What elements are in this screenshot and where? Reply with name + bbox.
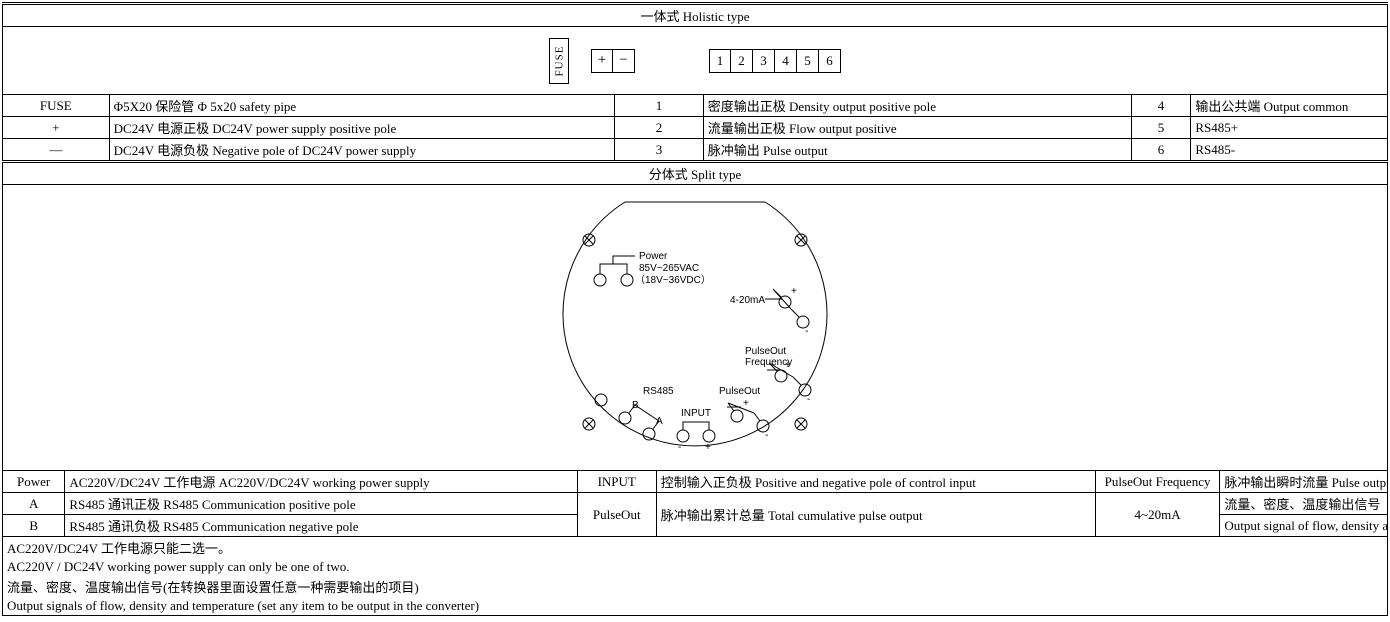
split-diagram-row: Power 85V~265VAC （18V~36VDC） 4-20mA + - (3, 185, 1388, 471)
terminal-numbers: 1 2 3 4 5 6 (709, 49, 841, 73)
cell-c4: 密度输出正极 Density output positive pole (703, 95, 1131, 117)
split-title: 分体式 Split type (3, 163, 1388, 185)
holistic-header-row: 一体式 Holistic type (3, 4, 1388, 27)
holistic-table: 一体式 Holistic type FUSE + − 1 2 3 4 5 6 (2, 2, 1388, 163)
svg-po-plus: + (743, 398, 749, 409)
cell-c6: 脉冲输出瞬时流量 Pulse output instantaneous flow (1220, 471, 1388, 493)
table-row: + DC24V 电源正极 DC24V power supply positive… (3, 117, 1388, 139)
cell-c2: Φ5X20 保险管 Φ 5x20 safety pipe (109, 95, 615, 117)
cell-c3: PulseOut (577, 493, 656, 537)
note-text: 流量、密度、温度输出信号(在转换器里面设置任意一种需要输出的项目) (3, 576, 1388, 597)
cell-c5: 4 (1131, 95, 1191, 117)
cell-c5: 4~20mA (1095, 493, 1220, 537)
svg-pf-plus: + (785, 360, 791, 371)
cell-c3: 1 (615, 95, 704, 117)
cell-c2: DC24V 电源正极 DC24V power supply positive p… (109, 117, 615, 139)
terminal-2: 2 (731, 49, 753, 73)
cell-c2: RS485 通讯正极 RS485 Communication positive … (65, 493, 577, 515)
polarity-box: + − (591, 49, 635, 73)
terminal-1: 1 (709, 49, 731, 73)
minus-terminal: − (613, 49, 635, 73)
table-row: FUSE Φ5X20 保险管 Φ 5x20 safety pipe 1 密度输出… (3, 95, 1388, 117)
holistic-diagram-row: FUSE + − 1 2 3 4 5 6 (3, 27, 1388, 95)
cell-c1: B (3, 515, 65, 537)
terminal-4: 4 (775, 49, 797, 73)
svg-rs485-a: A (656, 416, 663, 427)
note-text: Output signals of flow, density and temp… (3, 597, 1388, 616)
cell-c3: INPUT (577, 471, 656, 493)
terminal-5: 5 (797, 49, 819, 73)
cell-c1: FUSE (3, 95, 110, 117)
svg-ma-plus: + (791, 286, 797, 297)
cell-c4: 脉冲输出累计总量 Total cumulative pulse output (656, 493, 1095, 537)
cell-c5: PulseOut Frequency (1095, 471, 1220, 493)
split-header-row: 分体式 Split type (3, 163, 1388, 185)
cell-c4: 流量输出正极 Flow output positive (703, 117, 1131, 139)
holistic-diagram-cell: FUSE + − 1 2 3 4 5 6 (3, 27, 1388, 95)
fuse-label: FUSE (553, 45, 565, 76)
table-row: Power AC220V/DC24V 工作电源 AC220V/DC24V wor… (3, 471, 1388, 493)
svg-power-label: Power (639, 251, 668, 262)
svg-ma-minus: - (805, 326, 808, 337)
terminal-6: 6 (819, 49, 841, 73)
svg-ma-label: 4-20mA (730, 295, 765, 306)
note-row: AC220V / DC24V working power supply can … (3, 558, 1388, 576)
note-row: 流量、密度、温度输出信号(在转换器里面设置任意一种需要输出的项目) (3, 576, 1388, 597)
svg-input-label: INPUT (681, 408, 711, 419)
svg-po-minus: - (765, 430, 768, 441)
split-diagram-cell: Power 85V~265VAC （18V~36VDC） 4-20mA + - (3, 185, 1388, 471)
table-row: — DC24V 电源负极 Negative pole of DC24V powe… (3, 139, 1388, 162)
cell-c6: 输出公共端 Output common (1191, 95, 1388, 117)
svg-power-v1: 85V~265VAC (639, 263, 699, 274)
holistic-diagram: FUSE + − 1 2 3 4 5 6 (549, 38, 841, 84)
split-table: 分体式 Split type Power (2, 163, 1388, 616)
cell-c5: 5 (1131, 117, 1191, 139)
svg-pf-minus: - (807, 394, 810, 405)
note-text: AC220V / DC24V working power supply can … (3, 558, 1388, 576)
split-wiring-diagram: Power 85V~265VAC （18V~36VDC） 4-20mA + - (505, 190, 885, 466)
svg-rs485-b: B (632, 400, 639, 411)
cell-c2: AC220V/DC24V 工作电源 AC220V/DC24V working p… (65, 471, 577, 493)
cell-c1: — (3, 139, 110, 162)
plus-terminal: + (591, 49, 613, 73)
cell-c3: 2 (615, 117, 704, 139)
svg-rs485-label: RS485 (643, 386, 674, 397)
svg-input-plus: + (705, 442, 711, 453)
svg-input-minus: - (678, 442, 681, 453)
cell-c1: + (3, 117, 110, 139)
svg-power-v2: （18V~36VDC） (635, 274, 711, 286)
note-row: AC220V/DC24V 工作电源只能二选一。 (3, 537, 1388, 559)
cell-c1: A (3, 493, 65, 515)
cell-c4: 脉冲输出 Pulse output (703, 139, 1131, 162)
cell-c2: RS485 通讯负极 RS485 Communication negative … (65, 515, 577, 537)
cell-c6: 流量、密度、温度输出信号 (1220, 493, 1388, 515)
cell-c4: 控制输入正负极 Positive and negative pole of co… (656, 471, 1095, 493)
fuse-box-icon: FUSE (549, 38, 569, 84)
holistic-title: 一体式 Holistic type (3, 4, 1388, 27)
svg-pf-label1: PulseOut (745, 346, 786, 357)
terminal-3: 3 (753, 49, 775, 73)
table-row: A RS485 通讯正极 RS485 Communication positiv… (3, 493, 1388, 515)
cell-c2: DC24V 电源负极 Negative pole of DC24V power … (109, 139, 615, 162)
cell-c1: Power (3, 471, 65, 493)
cell-c3: 3 (615, 139, 704, 162)
svg-po-label: PulseOut (719, 386, 760, 397)
cell-c6b: Output signal of flow, density and tempe… (1220, 515, 1388, 537)
cell-c6: RS485+ (1191, 117, 1388, 139)
note-row: Output signals of flow, density and temp… (3, 597, 1388, 616)
cell-c6: RS485- (1191, 139, 1388, 162)
note-text: AC220V/DC24V 工作电源只能二选一。 (3, 537, 1388, 559)
cell-c5: 6 (1131, 139, 1191, 162)
